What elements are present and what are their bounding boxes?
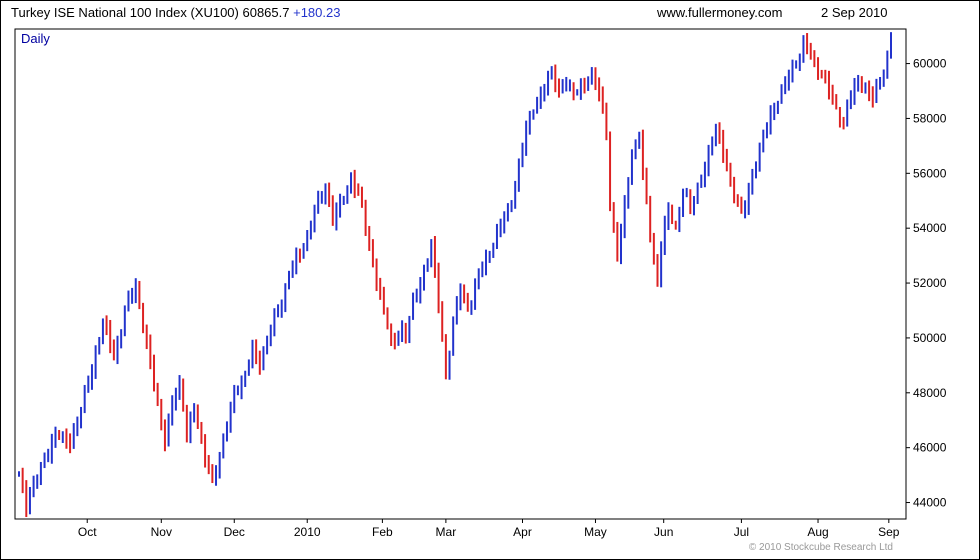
- x-axis-label: Jun: [654, 525, 673, 539]
- price-change: +180.23: [293, 5, 341, 20]
- y-axis-label: 48000: [913, 386, 947, 400]
- y-axis-label: 54000: [913, 221, 947, 235]
- index-name: Turkey ISE National 100 Index (XU100): [11, 5, 239, 20]
- y-axis-label: 58000: [913, 111, 947, 125]
- y-axis-label: 44000: [913, 496, 947, 510]
- copyright-label: © 2010 Stockcube Research Ltd: [748, 542, 893, 553]
- x-axis-label: Mar: [436, 525, 457, 539]
- x-axis-label: 2010: [294, 525, 321, 539]
- y-axis-label: 56000: [913, 166, 947, 180]
- chart-header: Turkey ISE National 100 Index (XU100) 60…: [1, 1, 979, 25]
- x-axis-label: May: [584, 525, 607, 539]
- x-axis-label: Jul: [734, 525, 749, 539]
- x-axis-label: Dec: [224, 525, 245, 539]
- x-axis-label: Nov: [151, 525, 172, 539]
- x-axis-label: Apr: [513, 525, 532, 539]
- last-price: 60865.7: [242, 5, 290, 20]
- y-axis-label: 60000: [913, 57, 947, 71]
- y-axis-label: 50000: [913, 331, 947, 345]
- date-label: 2 Sep 2010: [821, 5, 888, 20]
- x-axis-label: Feb: [372, 525, 393, 539]
- y-axis-label: 52000: [913, 276, 947, 290]
- x-axis-label: Sep: [878, 525, 900, 539]
- page-title: Turkey ISE National 100 Index (XU100) 60…: [11, 5, 340, 20]
- x-axis-label: Oct: [78, 525, 97, 539]
- y-axis-label: 46000: [913, 441, 947, 455]
- chart-frame: [14, 28, 907, 520]
- price-chart: Oct Nov Dec 2010 Feb Mar Apr May Jun Jul Aug Sep 440…: [14, 28, 947, 539]
- website-label: www.fullermoney.com: [657, 5, 783, 20]
- frequency-label: Daily: [21, 31, 50, 46]
- x-axis-label: Aug: [807, 525, 828, 539]
